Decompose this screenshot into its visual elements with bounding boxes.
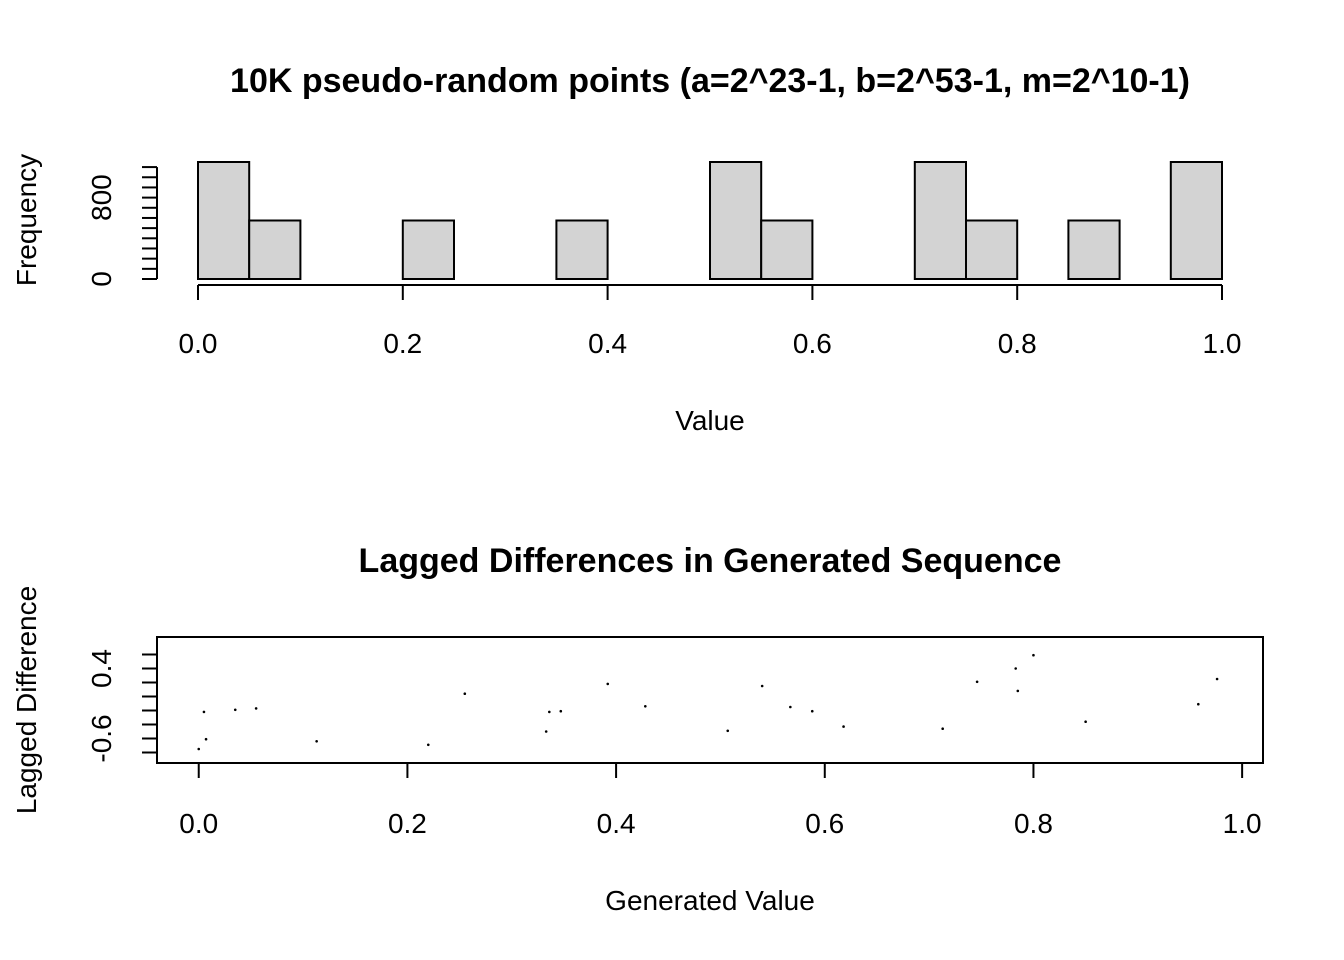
scatter-point-14: [760, 684, 764, 688]
scatter-x-axis-label: Generated Value: [605, 885, 815, 916]
scatter-x-tick-label-4: 0.8: [1014, 808, 1053, 839]
scatter-point-16: [810, 709, 814, 713]
histogram-bar-4: [401, 219, 455, 280]
scatter-point-12: [644, 705, 647, 708]
histogram-bar-17: [1067, 219, 1121, 280]
scatter-point-23: [1084, 720, 1087, 723]
scatter-plot-frame: [156, 636, 1264, 764]
scatter-x-tick-label-2: 0.4: [597, 808, 636, 839]
scatter-x-tick-label-3: 0.6: [805, 808, 844, 839]
histogram-bar-11: [760, 219, 814, 280]
scatter-y-axis: -0.6 0.4: [86, 649, 158, 763]
scatter-y-tick-label-1: 0.4: [86, 649, 117, 688]
scatter-point-5: [315, 740, 318, 743]
scatter-panel: Lagged Differences in Generated Sequence…: [11, 542, 1264, 916]
scatter-point-0: [197, 747, 201, 751]
histogram-bar-19: [1169, 161, 1224, 280]
scatter-x-tick-label-5: 1.0: [1223, 808, 1262, 839]
scatter-point-13: [726, 729, 730, 733]
scatter-point-10: [559, 709, 563, 713]
scatter-y-axis-label: Lagged Difference: [11, 586, 42, 814]
histogram-x-axis-label: Value: [675, 405, 745, 436]
scatter-point-7: [463, 692, 467, 695]
scatter-x-axis: 0.0 0.2 0.4 0.6 0.8 1.0: [179, 762, 1262, 839]
histogram-title: 10K pseudo-random points (a=2^23-1, b=2^…: [230, 62, 1190, 100]
scatter-point-11: [606, 682, 610, 686]
histogram-bar-0: [197, 161, 251, 280]
scatter-point-8: [544, 730, 548, 733]
scatter-x-tick-label-0: 0.0: [179, 808, 218, 839]
histogram-y-axis: 0 800: [86, 166, 158, 287]
histogram-x-axis: 0.0 0.2 0.4 0.6 0.8 1.0: [179, 284, 1242, 359]
scatter-point-4: [254, 707, 258, 710]
scatter-point-2: [204, 737, 208, 741]
scatter-point-1: [202, 710, 206, 714]
scatter-y-tick-label-0: -0.6: [86, 714, 117, 762]
scatter-point-22: [1032, 653, 1035, 657]
scatter-points: [197, 653, 1219, 751]
scatter-point-19: [975, 680, 979, 684]
scatter-x-tick-label-1: 0.2: [388, 808, 427, 839]
histogram-y-axis-label: Frequency: [11, 154, 42, 286]
scatter-point-17: [842, 725, 845, 728]
histogram-bar-10: [709, 161, 763, 280]
histogram-x-tick-label-0: 0.0: [179, 328, 218, 359]
scatter-point-6: [426, 743, 430, 747]
scatter-point-3: [233, 708, 237, 712]
histogram-bar-15: [965, 219, 1019, 280]
scatter-point-25: [1215, 677, 1219, 681]
histogram-x-tick-label-3: 0.6: [793, 328, 832, 359]
histogram-x-tick-label-2: 0.4: [588, 328, 627, 359]
histogram-panel: 10K pseudo-random points (a=2^23-1, b=2^…: [11, 62, 1241, 436]
histogram-bar-1: [248, 219, 302, 280]
scatter-point-20: [1014, 667, 1018, 670]
histogram-x-tick-label-5: 1.0: [1203, 328, 1242, 359]
scatter-point-15: [789, 705, 792, 709]
histogram-y-tick-label-0: 0: [86, 271, 117, 287]
histogram-bars: [197, 161, 1224, 280]
scatter-point-21: [1016, 689, 1020, 693]
histogram-x-tick-label-4: 0.8: [998, 328, 1037, 359]
histogram-x-tick-label-1: 0.2: [383, 328, 422, 359]
scatter-title: Lagged Differences in Generated Sequence: [359, 542, 1062, 580]
histogram-y-tick-label-1: 800: [86, 174, 117, 221]
scatter-point-24: [1197, 702, 1200, 706]
scatter-point-18: [941, 727, 944, 730]
scatter-point-9: [548, 710, 551, 714]
histogram-bar-14: [913, 161, 967, 280]
histogram-bar-7: [555, 219, 609, 280]
